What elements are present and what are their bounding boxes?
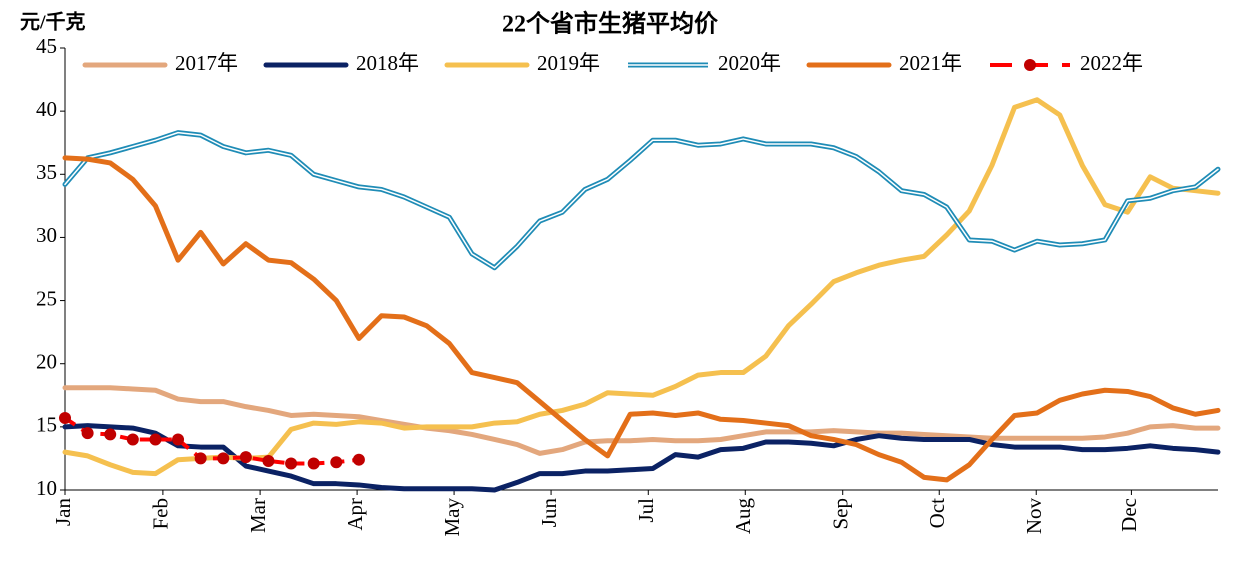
legend-entry: 2017年 bbox=[82, 51, 238, 75]
series-marker bbox=[172, 433, 185, 446]
y-tick-label: 45 bbox=[36, 34, 57, 58]
legend-label: 2022年 bbox=[1080, 51, 1143, 75]
series-marker bbox=[81, 427, 94, 440]
x-tick-label: Mar bbox=[246, 498, 270, 533]
x-tick-label: May bbox=[440, 498, 464, 537]
series-marker bbox=[217, 452, 230, 465]
y-axis-label: 元/千克 bbox=[20, 11, 86, 34]
series-marker bbox=[307, 457, 320, 470]
x-tick-label: Jul bbox=[634, 498, 658, 523]
chart-title: 22个省市生猪平均价 bbox=[502, 10, 719, 38]
legend-entry: 2018年 bbox=[263, 51, 419, 75]
x-tick-label: Jun bbox=[537, 498, 561, 528]
series-line bbox=[62, 423, 1221, 493]
series-marker bbox=[104, 428, 117, 441]
series-line bbox=[62, 385, 1221, 456]
series-marker bbox=[59, 412, 71, 425]
series-marker bbox=[285, 457, 298, 470]
y-tick-label: 10 bbox=[36, 476, 57, 500]
series-marker bbox=[149, 433, 162, 446]
legend-label: 2020年 bbox=[718, 51, 781, 75]
legend-entry: 2021年 bbox=[806, 51, 962, 75]
series-line-inner bbox=[64, 131, 1219, 269]
y-tick-label: 15 bbox=[36, 413, 57, 437]
series-marker bbox=[330, 456, 343, 469]
legend-entry: 2022年 bbox=[990, 51, 1143, 75]
series-line bbox=[62, 97, 1221, 477]
y-tick-label: 25 bbox=[36, 286, 57, 310]
series-marker bbox=[352, 453, 365, 466]
x-tick-label: Oct bbox=[925, 498, 949, 528]
legend-label: 2017年 bbox=[175, 51, 238, 75]
series-marker bbox=[126, 433, 139, 446]
legend-label: 2018年 bbox=[356, 51, 419, 75]
legend-label: 2019年 bbox=[537, 51, 600, 75]
y-tick-label: 30 bbox=[36, 223, 57, 247]
series-line bbox=[62, 155, 1221, 483]
series-marker bbox=[194, 452, 207, 465]
legend-entry: 2020年 bbox=[628, 51, 781, 75]
x-tick-label: Sep bbox=[829, 498, 853, 530]
x-tick-label: Jan bbox=[51, 498, 75, 526]
y-tick-label: 20 bbox=[36, 350, 57, 374]
y-tick-label: 35 bbox=[36, 160, 57, 184]
series-marker bbox=[239, 451, 252, 464]
series-marker bbox=[262, 454, 275, 467]
legend-marker bbox=[1024, 59, 1036, 71]
x-tick-label: Aug bbox=[731, 498, 755, 535]
x-tick-label: Apr bbox=[343, 498, 367, 531]
x-tick-label: Nov bbox=[1022, 498, 1046, 535]
legend-entry: 2019年 bbox=[444, 51, 600, 75]
y-tick-label: 40 bbox=[36, 97, 57, 121]
legend-label: 2021年 bbox=[899, 51, 962, 75]
x-tick-label: Feb bbox=[149, 498, 173, 530]
x-tick-label: Dec bbox=[1117, 498, 1141, 532]
